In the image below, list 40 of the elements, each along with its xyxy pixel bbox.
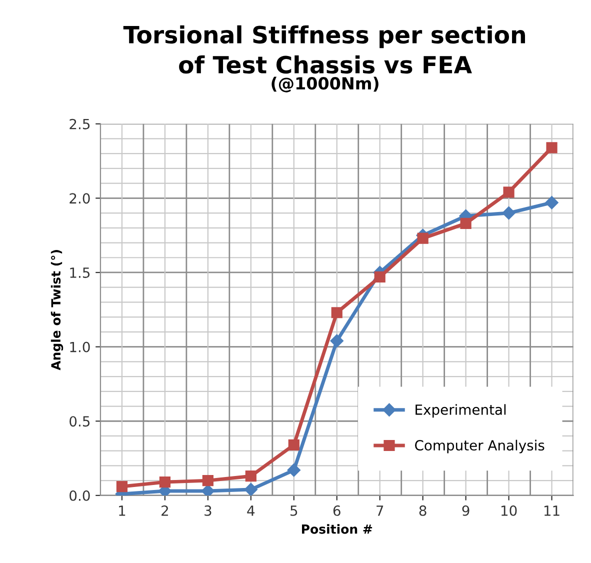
point bbox=[245, 470, 256, 482]
x-tick-label: 11 bbox=[544, 506, 560, 516]
point bbox=[244, 482, 258, 496]
y-tick-label: 0.0 bbox=[70, 490, 90, 501]
x-tick-label: 6 bbox=[333, 505, 340, 516]
point bbox=[546, 142, 558, 154]
point bbox=[503, 186, 514, 198]
point bbox=[545, 196, 558, 210]
y-tick-label: 2.5 bbox=[70, 118, 90, 130]
y-axis-title: Angle of Twist (°) bbox=[50, 250, 64, 370]
y-tick-label: 2.0 bbox=[70, 193, 90, 204]
x-tick-label: 2 bbox=[162, 505, 168, 516]
x-tick-label: 4 bbox=[247, 506, 255, 516]
y-tick-label: 1.5 bbox=[70, 268, 90, 278]
point bbox=[502, 206, 516, 220]
legend-label: Experimental bbox=[416, 404, 506, 418]
point bbox=[202, 475, 214, 486]
point bbox=[288, 439, 300, 450]
point bbox=[116, 480, 128, 492]
x-tick-label: 10 bbox=[501, 505, 517, 516]
legend-label: Computer Analysis bbox=[415, 440, 544, 454]
x-tick-label: 7 bbox=[376, 506, 384, 516]
chart-title: Torsional Stiffness per section of Test Chassis vs FEA bbox=[123, 25, 526, 74]
x-tick-label: 9 bbox=[462, 505, 470, 516]
point bbox=[159, 476, 170, 488]
point bbox=[460, 218, 472, 229]
chart-subtitle: (@1000Nm) bbox=[272, 76, 378, 92]
x-tick-label: 1 bbox=[119, 506, 126, 516]
y-tick-label: 0.5 bbox=[70, 416, 90, 427]
y-tick-label: 1.0 bbox=[70, 342, 90, 352]
point bbox=[331, 307, 342, 318]
point bbox=[417, 232, 428, 244]
point bbox=[287, 464, 300, 477]
x-tick-label: 8 bbox=[419, 505, 426, 516]
point bbox=[374, 271, 386, 283]
x-tick-label: 3 bbox=[204, 505, 212, 516]
point bbox=[201, 484, 215, 496]
x-tick-label: 5 bbox=[290, 506, 298, 516]
point bbox=[330, 334, 344, 348]
x-axis-title: Position # bbox=[302, 524, 372, 534]
